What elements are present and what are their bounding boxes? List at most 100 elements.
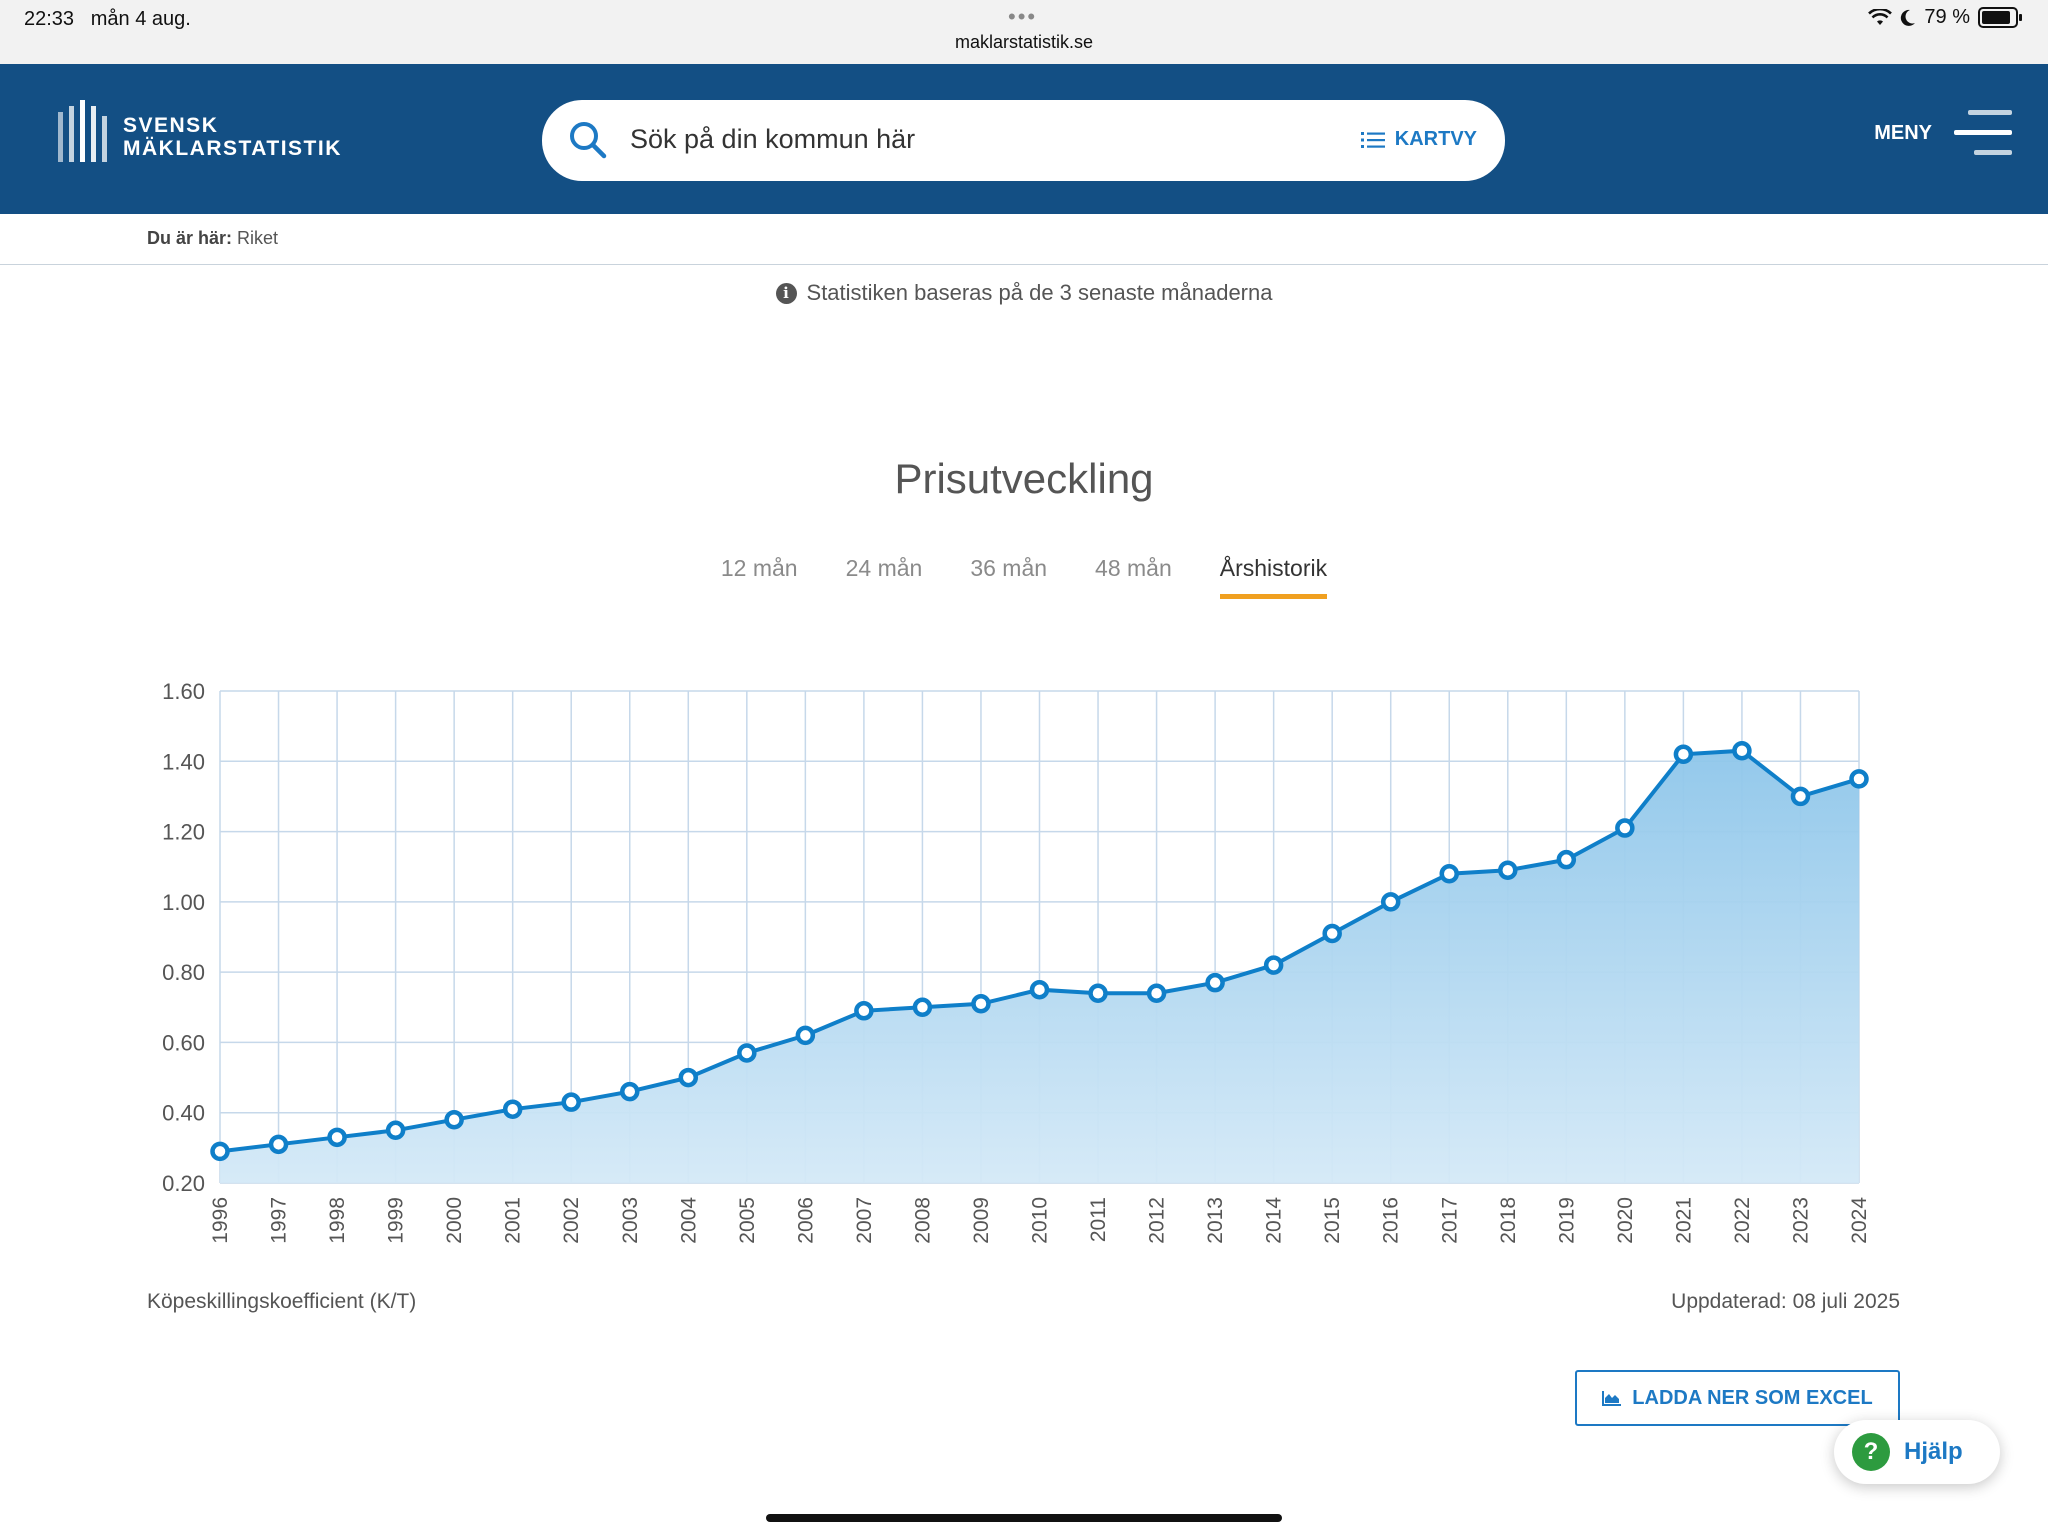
x-tick-label: 2023	[1789, 1197, 1812, 1244]
data-point[interactable]	[268, 1134, 289, 1155]
info-notice: i Statistiken baseras på de 3 senaste mån…	[0, 280, 2048, 306]
data-point[interactable]	[561, 1092, 581, 1112]
moon-icon	[1901, 9, 1916, 26]
data-point[interactable]	[1790, 786, 1811, 807]
logo-text: SVENSK MÄKLARSTATISTIK	[123, 114, 342, 162]
x-tick-label: 2020	[1614, 1197, 1637, 1244]
data-point[interactable]	[1498, 860, 1518, 880]
download-excel-button[interactable]: LADDA NER SOM EXCEL	[1575, 1370, 1900, 1426]
url-label[interactable]: maklarstatistik.se	[954, 32, 1094, 52]
x-tick-label: 2006	[794, 1197, 817, 1244]
data-point[interactable]	[795, 1025, 816, 1046]
chart-icon	[1602, 1391, 1622, 1406]
data-point[interactable]	[1380, 892, 1401, 912]
logo-line-1: SVENSK	[123, 114, 219, 137]
breadcrumb-current[interactable]: Riket	[237, 228, 279, 248]
list-icon	[1360, 131, 1385, 148]
x-tick-label: 2021	[1672, 1197, 1695, 1244]
x-tick-label: 2024	[1848, 1197, 1871, 1244]
help-label: Hjälp	[1904, 1438, 1963, 1465]
data-point[interactable]	[1088, 983, 1108, 1003]
x-tick-label: 2011	[1087, 1197, 1110, 1242]
x-tick-label: 2013	[1204, 1197, 1227, 1244]
data-point[interactable]	[1849, 769, 1869, 789]
x-tick-label: 2005	[736, 1197, 759, 1244]
data-point[interactable]	[1146, 983, 1167, 1003]
help-button[interactable]: ? Hjälp	[1834, 1420, 2000, 1484]
logo[interactable]: SVENSK MÄKLARSTATISTIK	[58, 100, 342, 162]
section-title: Prisutveckling	[894, 455, 1154, 502]
data-point[interactable]	[385, 1120, 406, 1141]
site-header: SVENSK MÄKLARSTATISTIK KARTVY MENY	[0, 64, 2048, 214]
status-indicators: 79 %	[1868, 6, 2022, 29]
x-tick-label: 2022	[1731, 1197, 1754, 1244]
battery-percent: 79 %	[1924, 6, 1970, 28]
data-point[interactable]	[444, 1109, 464, 1130]
data-point[interactable]	[1322, 923, 1342, 944]
tab-48-man[interactable]: 48 mån	[1095, 555, 1172, 581]
info-icon: i	[775, 283, 797, 304]
y-tick-label: 0.60	[162, 1030, 205, 1055]
chart-y-ticks: 0.20 0.40 0.60 0.80 1.00 1.20 1.40 1.60	[162, 679, 205, 1196]
x-tick-label: 2012	[1146, 1197, 1169, 1244]
help-question-icon: ?	[1852, 1433, 1890, 1471]
y-tick-label: 0.80	[162, 960, 205, 985]
x-tick-label: 2000	[443, 1197, 466, 1244]
data-point[interactable]	[1673, 744, 1694, 765]
data-point[interactable]	[737, 1043, 757, 1063]
data-point[interactable]	[1556, 849, 1577, 870]
date: mån 4 aug.	[90, 8, 191, 30]
data-point[interactable]	[620, 1081, 640, 1102]
tab-12-man[interactable]: 12 mån	[720, 555, 798, 581]
hamburger-icon	[1954, 108, 2012, 158]
logo-line-2: MÄKLARSTATISTIK	[123, 137, 342, 160]
status-time: 22:33 mån 4 aug.	[24, 8, 191, 31]
breadcrumb-prefix: Du är här:	[147, 228, 233, 248]
updated-date: Uppdaterad: 08 juli 2025	[1671, 1290, 1900, 1313]
x-tick-label: 2019	[1555, 1197, 1578, 1244]
x-tick-label: 2003	[619, 1197, 642, 1244]
x-tick-label: 2009	[970, 1197, 993, 1244]
clock: 22:33	[24, 8, 75, 30]
data-point[interactable]	[678, 1067, 699, 1088]
chart-area-fill	[220, 750, 1859, 1183]
data-point[interactable]	[1263, 955, 1284, 975]
y-tick-label: 1.00	[162, 890, 205, 915]
x-tick-label: 2004	[677, 1197, 700, 1244]
wifi-icon	[1868, 8, 1893, 25]
home-indicator[interactable]	[766, 1514, 1282, 1522]
x-tick-label: 2001	[502, 1197, 525, 1244]
search-icon[interactable]	[568, 120, 608, 160]
x-tick-label: 1997	[268, 1197, 291, 1244]
chart-y-label: Köpeskillingskoefficient (K/T)	[147, 1290, 417, 1313]
data-point[interactable]	[1439, 863, 1459, 884]
chart-x-ticks: 1996 1997 1998 1999 2000 2001 2002 2003 2004 2005…	[209, 1197, 1871, 1244]
status-bar: 22:33 mån 4 aug. ••• maklarstatistik.se …	[0, 0, 2048, 64]
tab-36-man[interactable]: 36 mån	[970, 555, 1048, 581]
data-point[interactable]	[502, 1099, 523, 1119]
breadcrumb: Du är här: Riket	[0, 214, 2048, 265]
data-point[interactable]	[912, 997, 933, 1018]
download-excel-label: LADDA NER SOM EXCEL	[1632, 1386, 1873, 1409]
data-point[interactable]	[327, 1127, 347, 1148]
y-tick-label: 1.60	[162, 679, 205, 704]
tab-24-man[interactable]: 24 mån	[845, 555, 923, 581]
kartvy-label: KARTVY	[1394, 128, 1477, 150]
data-point[interactable]	[1029, 979, 1050, 1000]
y-tick-label: 1.40	[162, 749, 205, 774]
tab-arshistorik[interactable]: Årshistorik	[1219, 555, 1328, 599]
data-point[interactable]	[1205, 972, 1225, 993]
x-tick-label: 2008	[911, 1197, 934, 1244]
x-tick-label: 1999	[385, 1197, 408, 1244]
x-tick-label: 2018	[1497, 1197, 1520, 1244]
data-point[interactable]	[854, 1001, 874, 1021]
search-input[interactable]	[628, 116, 1332, 162]
data-point[interactable]	[971, 994, 991, 1014]
multitask-dots-icon[interactable]: •••	[1008, 4, 1038, 29]
data-point[interactable]	[1732, 740, 1752, 761]
kartvy-button[interactable]: KARTVY	[1360, 128, 1477, 151]
data-point[interactable]	[1615, 818, 1635, 838]
menu-button[interactable]: MENY	[1874, 108, 2012, 158]
data-point[interactable]	[210, 1141, 230, 1162]
x-tick-label: 2014	[1263, 1197, 1286, 1244]
